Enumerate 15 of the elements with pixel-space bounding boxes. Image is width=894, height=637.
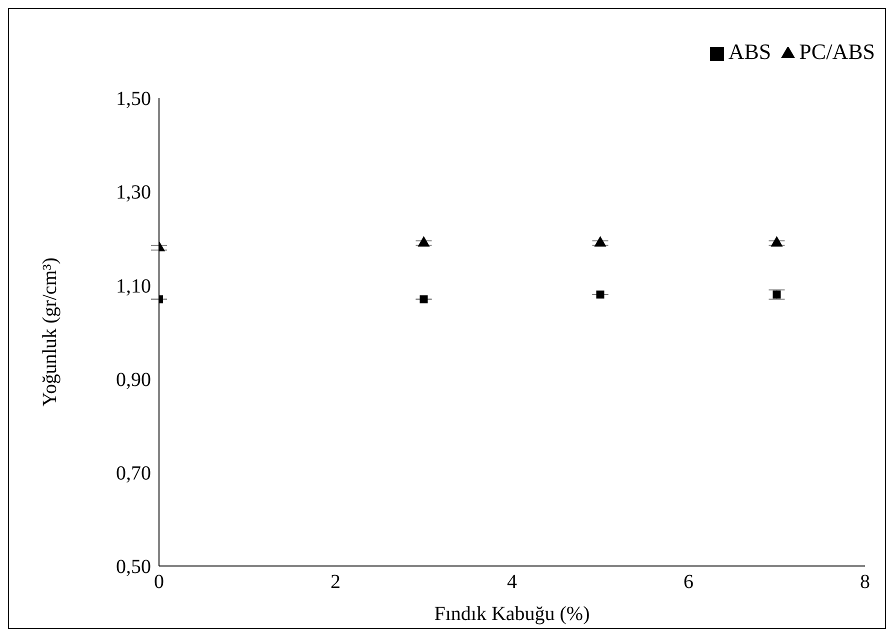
y-tick-label: 1,30: [116, 182, 151, 204]
x-tick-label: 2: [330, 571, 340, 594]
y-tick-label: 0,70: [116, 462, 151, 484]
y-axis-title: Yoğunluk (gr/cm³): [39, 258, 62, 406]
x-tick-label: 6: [684, 571, 694, 594]
x-axis-title: Fındık Kabuğu (%): [434, 603, 590, 625]
x-tick-label: 0: [154, 571, 164, 594]
y-tick-label: 1,10: [116, 275, 151, 298]
legend-label: ABS: [728, 39, 772, 64]
x-tick-label: 8: [860, 571, 870, 594]
x-tick-label: 4: [507, 571, 517, 594]
y-tick-label: 0,90: [116, 368, 151, 391]
y-tick-label: 1,50: [116, 88, 151, 110]
y-tick-label: 0,50: [116, 556, 151, 578]
legend-label: PC/ABS: [799, 39, 875, 64]
